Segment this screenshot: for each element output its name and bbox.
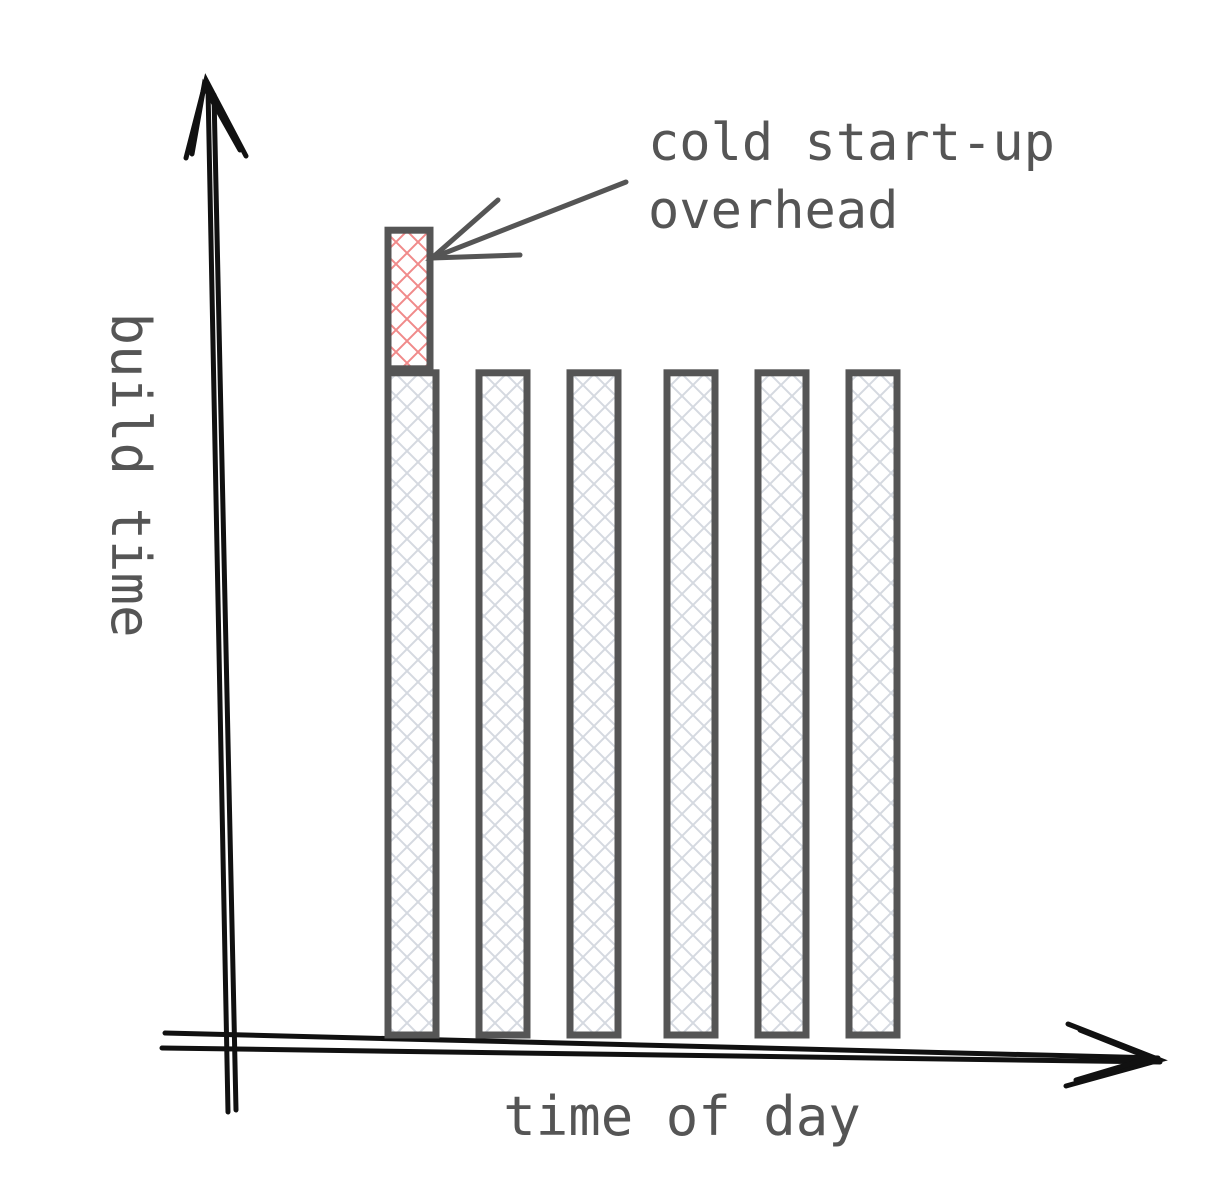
bar-1 bbox=[384, 369, 440, 1039]
y-axis-arrowhead bbox=[183, 73, 249, 161]
bar-2 bbox=[475, 369, 531, 1039]
annotation-arrow bbox=[425, 179, 629, 261]
bar-3 bbox=[566, 369, 622, 1039]
x-axis bbox=[159, 1021, 1168, 1089]
y-axis bbox=[183, 73, 249, 1115]
x-axis-label: time of day bbox=[503, 1085, 861, 1148]
bar-5 bbox=[754, 369, 810, 1039]
bar-group bbox=[384, 226, 901, 1039]
bar-4 bbox=[663, 369, 719, 1039]
bar-6 bbox=[845, 369, 901, 1039]
bar-1-overhead bbox=[384, 226, 434, 373]
y-axis-label: build time bbox=[99, 312, 162, 637]
annotation-line-1: cold start-up bbox=[648, 113, 1055, 173]
annotation-line-2: overhead bbox=[648, 181, 898, 241]
